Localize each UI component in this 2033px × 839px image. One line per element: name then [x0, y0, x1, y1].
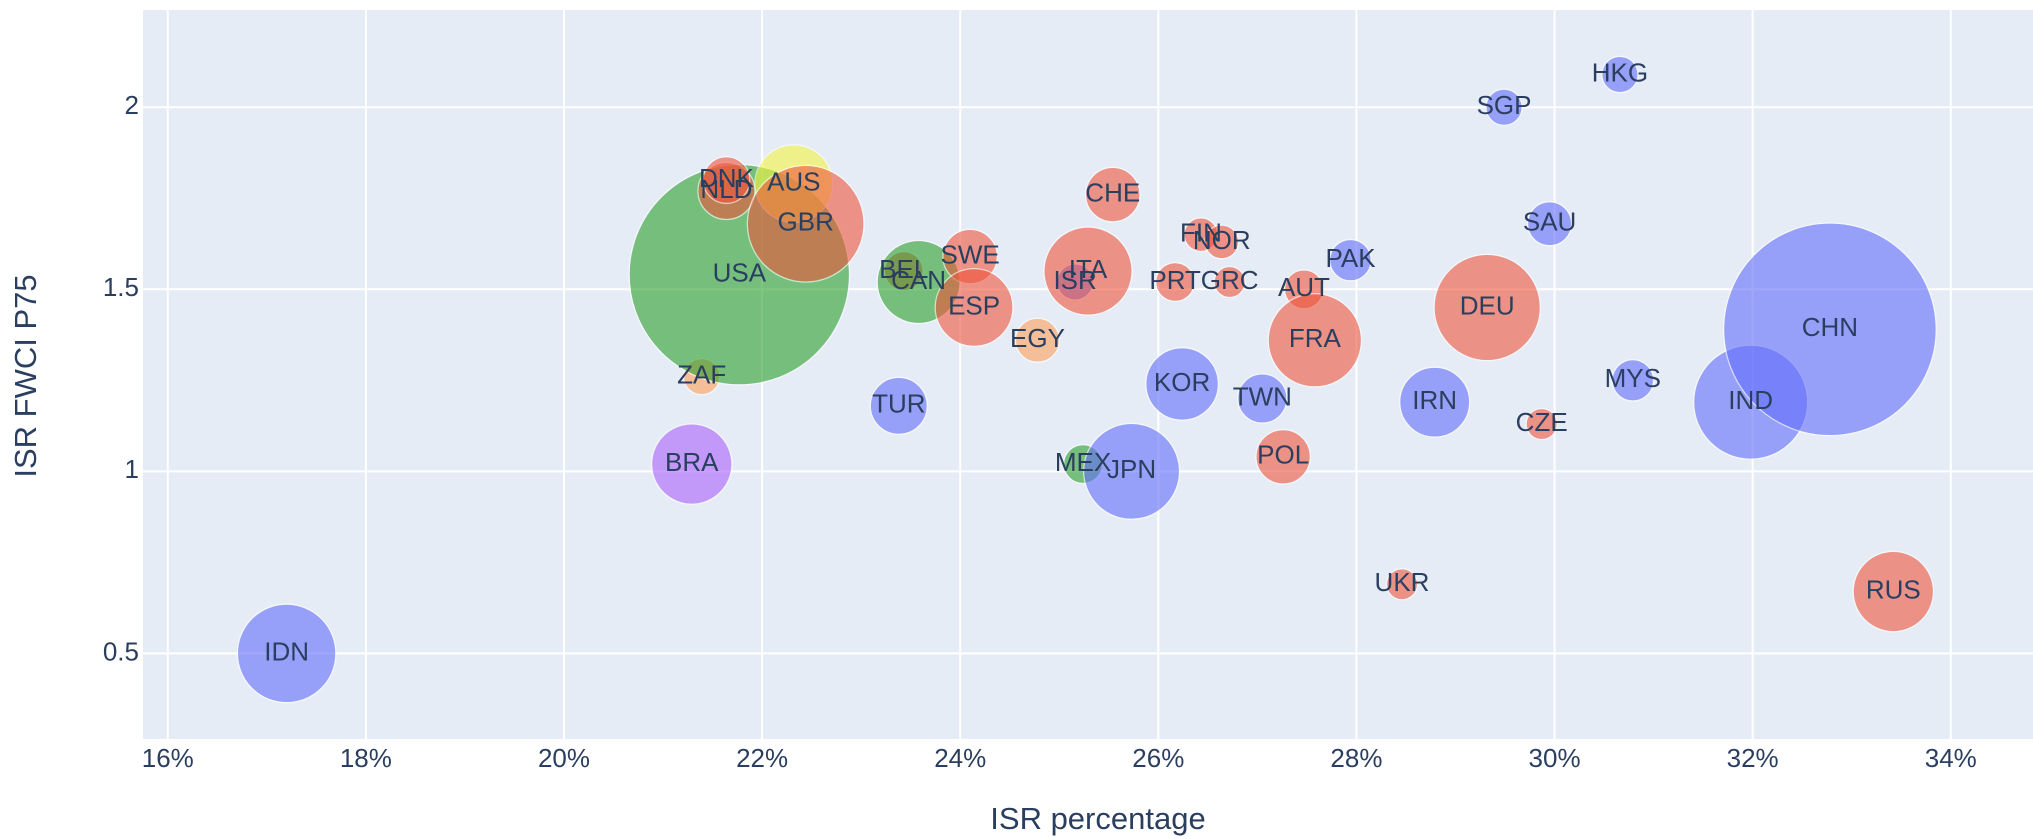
bubble	[1204, 224, 1240, 260]
bubble	[1043, 226, 1133, 316]
x-tick-label: 18%	[340, 743, 392, 773]
y-tick-label: 1	[125, 454, 139, 484]
x-tick-label: 20%	[538, 743, 590, 773]
bubble-label: AUT	[1278, 272, 1330, 302]
bubble	[1485, 88, 1523, 127]
bubble	[1014, 317, 1061, 363]
bubble	[1526, 201, 1573, 247]
y-tick-label: 0.5	[103, 636, 139, 666]
bubble-label: SGP	[1477, 90, 1532, 120]
x-tick-label: 28%	[1330, 743, 1382, 773]
bubble-label: MYS	[1605, 363, 1661, 393]
bubble-label: BRA	[665, 447, 719, 477]
bubble	[1213, 265, 1246, 299]
bubble	[1145, 347, 1220, 421]
x-tick-label: 22%	[736, 743, 788, 773]
bubble-label: ESP	[948, 290, 1000, 320]
bubble-label: SAU	[1523, 207, 1576, 237]
y-axis-title: ISR FWCI P75	[8, 274, 43, 477]
bubble-label: PRT	[1149, 265, 1201, 295]
bubble-label: USA	[713, 258, 767, 288]
bubble	[1255, 428, 1312, 485]
bubble-label: MEX	[1055, 447, 1111, 477]
bubble-label: KOR	[1154, 367, 1210, 397]
bubble-label: IND	[1728, 385, 1773, 415]
bubble	[1399, 366, 1471, 438]
bubble	[1525, 407, 1558, 441]
bubble-label: NOR	[1193, 225, 1251, 255]
bubble-label: ZAF	[677, 360, 726, 390]
bubble	[1601, 55, 1639, 94]
bubble-label: UKR	[1375, 567, 1430, 597]
bubble-label: NLD	[700, 174, 752, 204]
bubble	[1267, 292, 1363, 388]
bubble-label: IDN	[264, 636, 309, 666]
y-tick-label: 1.5	[103, 272, 139, 302]
x-axis-title: ISR percentage	[990, 801, 1205, 836]
x-tick-label: 34%	[1925, 743, 1977, 773]
bubble	[236, 603, 337, 704]
y-tick-label: 2	[125, 90, 139, 120]
bubble-label: CZE	[1516, 407, 1568, 437]
x-tick-label: 30%	[1529, 743, 1581, 773]
bubble	[1433, 253, 1542, 362]
bubble-label: DNK	[699, 163, 755, 193]
bubble	[1155, 261, 1196, 303]
bubble-label: FRA	[1289, 323, 1342, 353]
bubble-label: CHE	[1085, 177, 1140, 207]
bubble-label: EGY	[1010, 323, 1065, 353]
bubble	[869, 376, 928, 435]
bubble-label: SWE	[941, 239, 1000, 269]
bubble	[1852, 550, 1935, 633]
bubble-label: ISR	[1053, 265, 1096, 295]
bubble-label: DEU	[1460, 290, 1515, 320]
bubble	[1237, 373, 1288, 424]
bubble	[934, 267, 1014, 348]
bubble-label: TWN	[1233, 381, 1292, 411]
bubble	[1385, 568, 1419, 601]
bubble-label: GBR	[778, 207, 834, 237]
x-tick-label: 26%	[1132, 743, 1184, 773]
bubble-label: HKG	[1592, 57, 1648, 87]
bubble	[746, 164, 865, 283]
bubble-label: CHN	[1802, 312, 1858, 342]
bubble-label: POL	[1257, 440, 1309, 470]
bubble-label: PAK	[1325, 243, 1376, 273]
bubble-label: AUS	[767, 167, 820, 197]
x-tick-label: 16%	[142, 743, 194, 773]
bubble	[1611, 358, 1655, 402]
bubble	[702, 156, 751, 205]
bubble-label: GRC	[1201, 265, 1259, 295]
bubble	[1084, 166, 1141, 223]
x-tick-label: 32%	[1727, 743, 1779, 773]
bubble	[1329, 238, 1372, 282]
bubble-label: CAN	[891, 265, 946, 295]
bubble-label: BEL	[879, 254, 928, 284]
x-tick-label: 24%	[934, 743, 986, 773]
bubble-label: JPN	[1107, 454, 1156, 484]
bubble-label: ITA	[1069, 254, 1108, 284]
bubble	[650, 423, 733, 505]
bubble-label: FIN	[1180, 218, 1222, 248]
bubble	[1082, 422, 1181, 520]
bubble-label: TUR	[872, 389, 925, 419]
bubble-label: RUS	[1866, 574, 1921, 604]
bubble	[1722, 222, 1937, 437]
bubble-label: IRN	[1412, 385, 1457, 415]
